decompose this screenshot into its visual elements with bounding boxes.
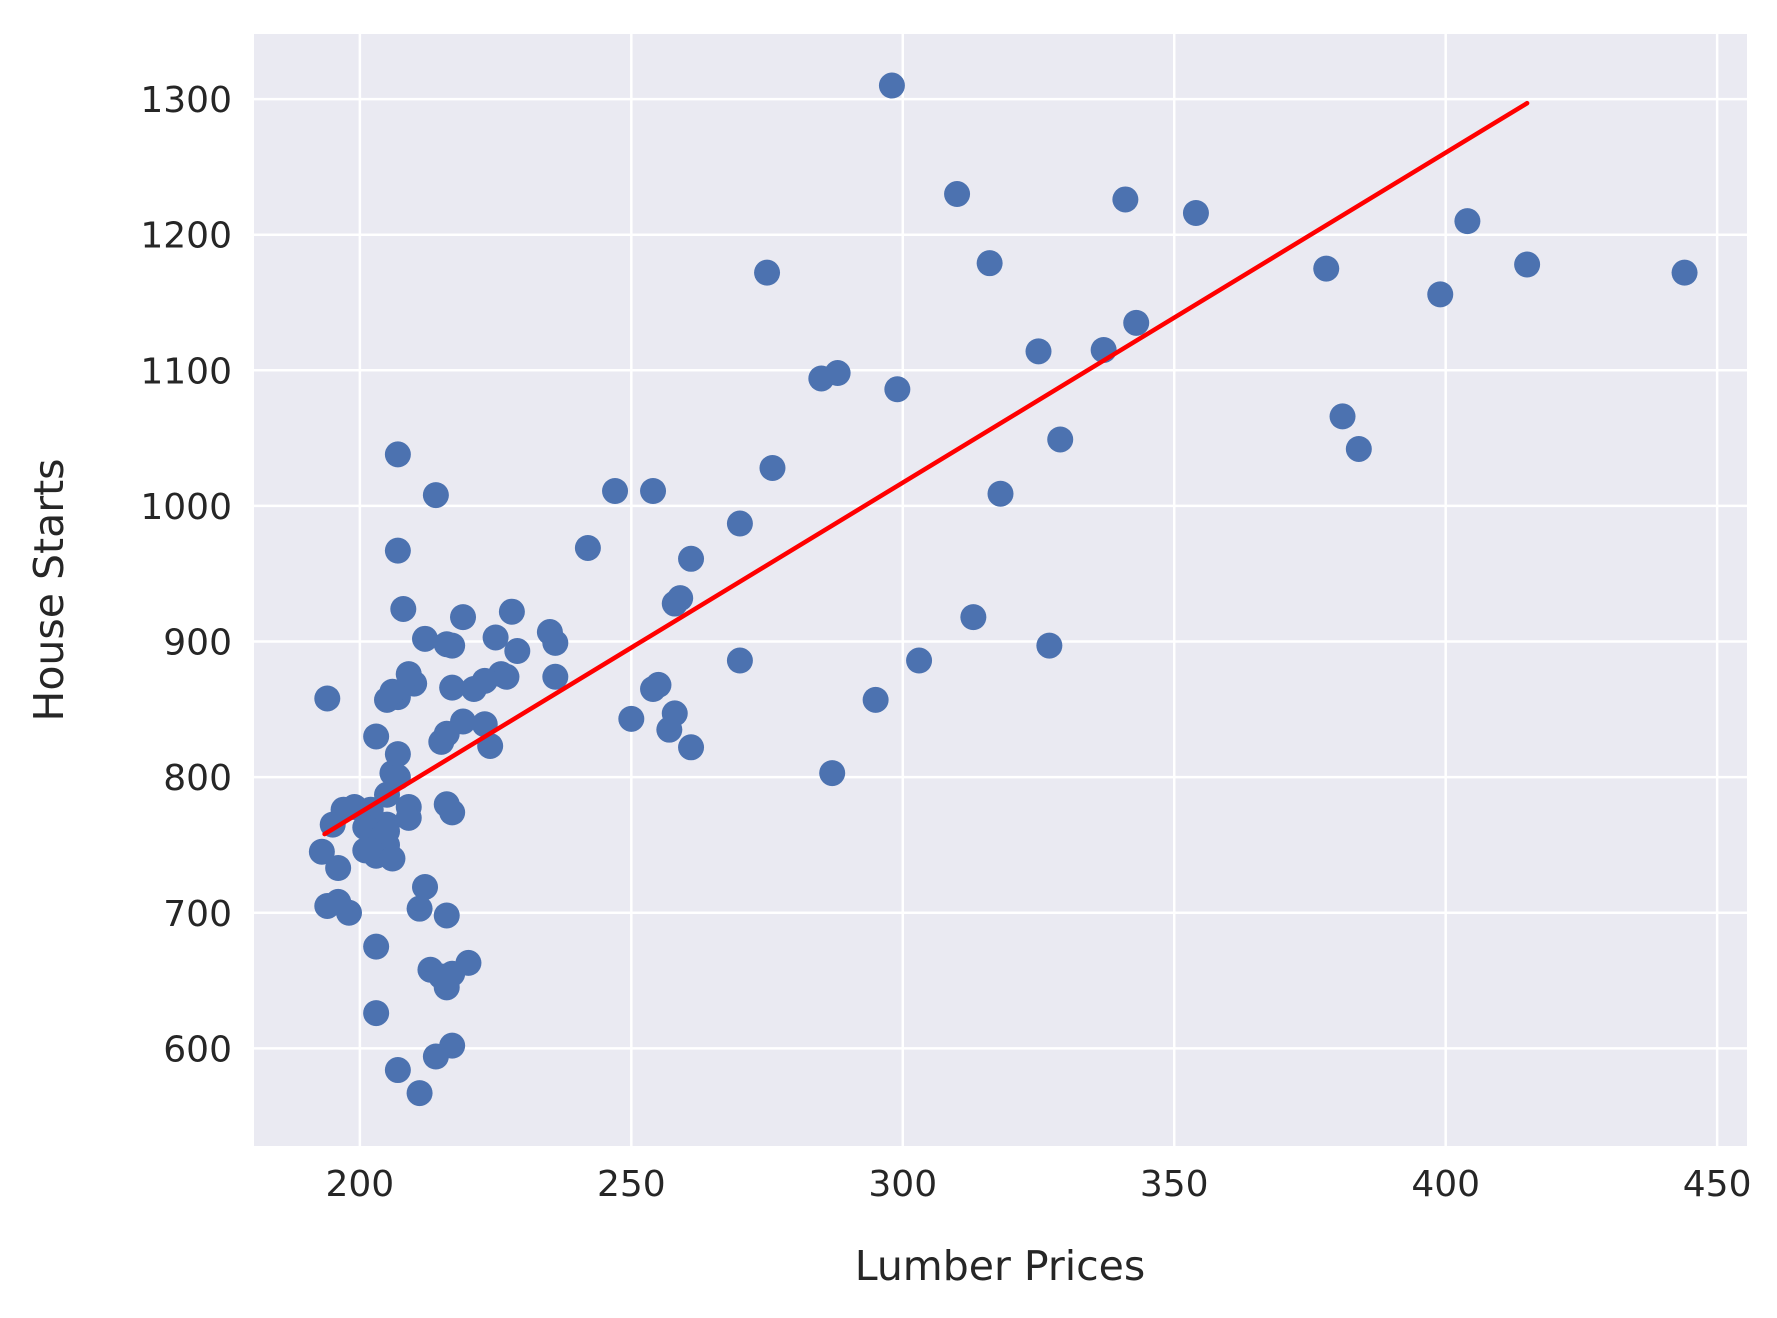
y-tick-label: 1100 (140, 351, 232, 392)
data-point (406, 895, 433, 922)
data-point (439, 632, 466, 659)
data-point (439, 799, 466, 826)
x-tick-label: 400 (1411, 1164, 1480, 1205)
y-tick-label: 900 (163, 623, 232, 664)
data-point (987, 480, 1014, 507)
data-point (618, 705, 645, 732)
data-point (406, 1080, 433, 1107)
data-point (1671, 259, 1698, 286)
data-point (754, 259, 781, 286)
data-point (471, 667, 498, 694)
data-point (884, 376, 911, 403)
y-tick-label: 1000 (140, 487, 232, 528)
data-point (542, 629, 569, 656)
data-point (439, 1032, 466, 1059)
data-point (944, 181, 971, 208)
data-point (395, 661, 422, 688)
data-point (433, 902, 460, 929)
data-point (1345, 435, 1372, 462)
data-point (602, 478, 629, 505)
y-tick-label: 800 (163, 758, 232, 799)
data-point (678, 545, 705, 572)
data-point (656, 716, 683, 743)
data-point (374, 818, 401, 845)
data-point (384, 1057, 411, 1084)
data-point (439, 674, 466, 701)
data-point (352, 837, 379, 864)
x-axis-label: Lumber Prices (855, 1242, 1146, 1290)
data-points (308, 72, 1698, 1107)
data-point (640, 675, 667, 702)
data-point (422, 482, 449, 509)
data-point (1036, 632, 1063, 659)
data-point (1182, 200, 1209, 227)
data-point (428, 728, 455, 755)
data-point (726, 647, 753, 674)
data-point (542, 663, 569, 690)
data-point (1112, 186, 1139, 213)
data-point (493, 663, 520, 690)
data-point (395, 804, 422, 831)
x-tick-label: 450 (1683, 1164, 1752, 1205)
tick-labels: 200 250 300 350 400 450 600 700 800 900 1000 1100 12… (140, 80, 1751, 1205)
data-point (862, 686, 889, 713)
data-point (450, 604, 477, 631)
y-tick-label: 1300 (140, 80, 232, 121)
data-point (1427, 281, 1454, 308)
data-point (379, 845, 406, 872)
data-point (498, 598, 525, 625)
data-point (384, 441, 411, 468)
data-point (439, 960, 466, 987)
data-point (412, 873, 439, 900)
data-point (308, 838, 335, 865)
y-tick-label: 600 (163, 1029, 232, 1070)
data-point (819, 760, 846, 787)
data-point (504, 638, 531, 665)
x-tick-label: 250 (597, 1164, 666, 1205)
data-point (878, 72, 905, 99)
data-point (384, 537, 411, 564)
data-point (960, 604, 987, 631)
data-point (667, 585, 694, 612)
data-point (363, 1000, 390, 1027)
x-tick-label: 300 (868, 1164, 937, 1205)
plot-area (254, 34, 1747, 1146)
data-point (1514, 251, 1541, 278)
data-point (1025, 338, 1052, 365)
data-point (726, 510, 753, 537)
data-point (363, 723, 390, 750)
y-axis-label: House Starts (25, 458, 73, 721)
data-point (390, 595, 417, 622)
data-point (678, 734, 705, 761)
data-point (640, 478, 667, 505)
data-point (1123, 309, 1150, 336)
data-point (976, 250, 1003, 277)
fit-line-group (322, 100, 1530, 837)
data-point (379, 678, 406, 705)
data-point (574, 534, 601, 561)
y-tick-label: 700 (163, 894, 232, 935)
data-point (906, 647, 933, 674)
x-tick-label: 200 (326, 1164, 395, 1205)
data-point (1047, 426, 1074, 453)
fit-line (322, 100, 1530, 837)
data-point (1454, 208, 1481, 235)
y-tick-label: 1200 (140, 216, 232, 257)
data-point (1329, 403, 1356, 430)
data-point (336, 899, 363, 926)
data-point (482, 624, 509, 651)
data-point (1313, 255, 1340, 282)
data-point (808, 365, 835, 392)
data-point (759, 454, 786, 481)
x-tick-label: 350 (1140, 1164, 1209, 1205)
data-point (314, 685, 341, 712)
data-point (363, 933, 390, 960)
data-point (412, 625, 439, 652)
data-point (325, 855, 352, 881)
grid-lines (254, 34, 1747, 1146)
